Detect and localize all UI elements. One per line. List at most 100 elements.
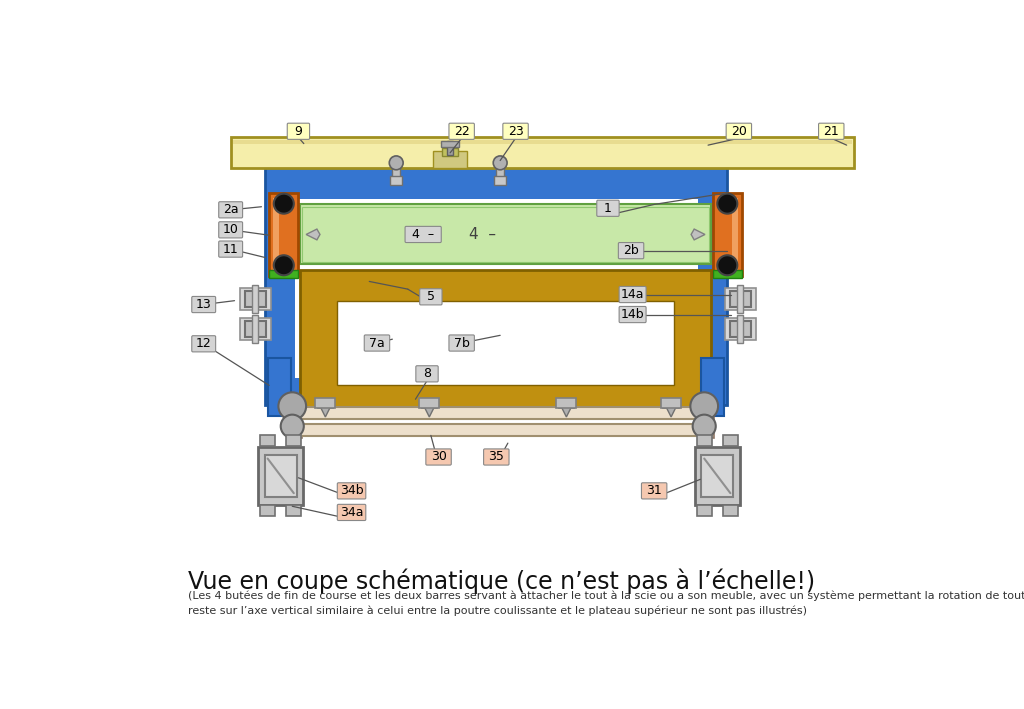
FancyBboxPatch shape [219, 241, 243, 257]
Bar [290, 401, 302, 437]
Text: 7b: 7b [454, 337, 470, 350]
FancyBboxPatch shape [406, 226, 441, 242]
FancyBboxPatch shape [641, 483, 667, 499]
Text: 22: 22 [454, 125, 470, 138]
Bar [252, 285, 258, 313]
Bar [730, 321, 752, 337]
Polygon shape [319, 405, 332, 417]
Bar [556, 398, 577, 408]
Bar [442, 148, 458, 156]
Bar [230, 138, 854, 168]
FancyBboxPatch shape [337, 483, 366, 499]
FancyBboxPatch shape [288, 123, 309, 140]
Bar [286, 435, 301, 446]
Bar [737, 285, 743, 313]
Bar [713, 193, 742, 276]
FancyBboxPatch shape [620, 286, 646, 303]
Text: 31: 31 [646, 484, 663, 498]
Text: 7a: 7a [369, 337, 385, 350]
Bar [317, 405, 333, 408]
Bar [701, 454, 733, 497]
Bar [723, 435, 738, 446]
Text: 2b: 2b [624, 244, 639, 257]
Circle shape [273, 194, 294, 213]
FancyBboxPatch shape [483, 449, 509, 465]
Text: 23: 23 [508, 125, 523, 138]
Bar [701, 401, 714, 437]
Bar [295, 199, 698, 378]
FancyBboxPatch shape [337, 504, 366, 520]
Bar [240, 289, 270, 310]
FancyBboxPatch shape [618, 242, 644, 259]
Text: 14b: 14b [621, 308, 644, 321]
Bar [559, 405, 574, 408]
Text: 30: 30 [431, 450, 446, 464]
Bar [497, 159, 504, 182]
Polygon shape [665, 405, 677, 417]
FancyBboxPatch shape [191, 336, 216, 352]
Bar [258, 447, 303, 505]
Circle shape [273, 255, 294, 275]
Bar [664, 405, 679, 408]
Circle shape [281, 415, 304, 437]
Bar [269, 193, 298, 276]
Bar [701, 359, 724, 416]
FancyBboxPatch shape [449, 123, 474, 140]
Polygon shape [691, 229, 705, 240]
Text: 2a: 2a [223, 203, 239, 216]
FancyBboxPatch shape [449, 335, 474, 351]
Bar [422, 405, 437, 408]
Text: 4  –: 4 – [469, 227, 496, 242]
FancyBboxPatch shape [219, 202, 243, 218]
Bar [240, 318, 270, 340]
FancyBboxPatch shape [191, 296, 216, 313]
Bar [723, 505, 738, 515]
Text: 1: 1 [604, 202, 612, 215]
FancyBboxPatch shape [420, 289, 442, 305]
Text: 8: 8 [423, 367, 431, 380]
Bar [252, 316, 258, 343]
Bar [264, 454, 297, 497]
Bar [337, 301, 674, 386]
Bar [269, 270, 298, 278]
FancyBboxPatch shape [416, 366, 438, 382]
Circle shape [690, 392, 718, 420]
Text: 9: 9 [295, 125, 302, 138]
Text: 34b: 34b [340, 484, 364, 498]
Bar [300, 270, 711, 408]
Bar [315, 398, 336, 408]
Text: 12: 12 [196, 337, 212, 350]
Bar [433, 151, 467, 168]
Polygon shape [306, 229, 319, 240]
Bar [260, 435, 275, 446]
FancyBboxPatch shape [597, 200, 620, 216]
Bar [245, 321, 266, 337]
FancyBboxPatch shape [818, 123, 844, 140]
Bar [265, 166, 727, 405]
Polygon shape [423, 405, 435, 417]
Bar [447, 141, 454, 155]
Bar [713, 270, 742, 278]
Bar [245, 291, 266, 307]
FancyBboxPatch shape [365, 335, 390, 351]
Bar [737, 316, 743, 343]
Text: 11: 11 [223, 242, 239, 255]
Circle shape [389, 156, 403, 169]
Bar [273, 198, 280, 272]
Bar [233, 140, 852, 144]
FancyBboxPatch shape [219, 222, 243, 238]
Bar [392, 159, 400, 182]
Bar [390, 176, 402, 185]
Bar [300, 204, 711, 264]
Bar [302, 207, 709, 262]
Bar [286, 505, 301, 515]
Bar [725, 289, 756, 310]
Text: 34a: 34a [340, 506, 364, 519]
Bar [730, 291, 752, 307]
Bar [725, 318, 756, 340]
Text: 13: 13 [196, 298, 212, 311]
Bar [419, 398, 439, 408]
Bar [662, 398, 681, 408]
Bar [441, 141, 460, 147]
FancyBboxPatch shape [726, 123, 752, 140]
